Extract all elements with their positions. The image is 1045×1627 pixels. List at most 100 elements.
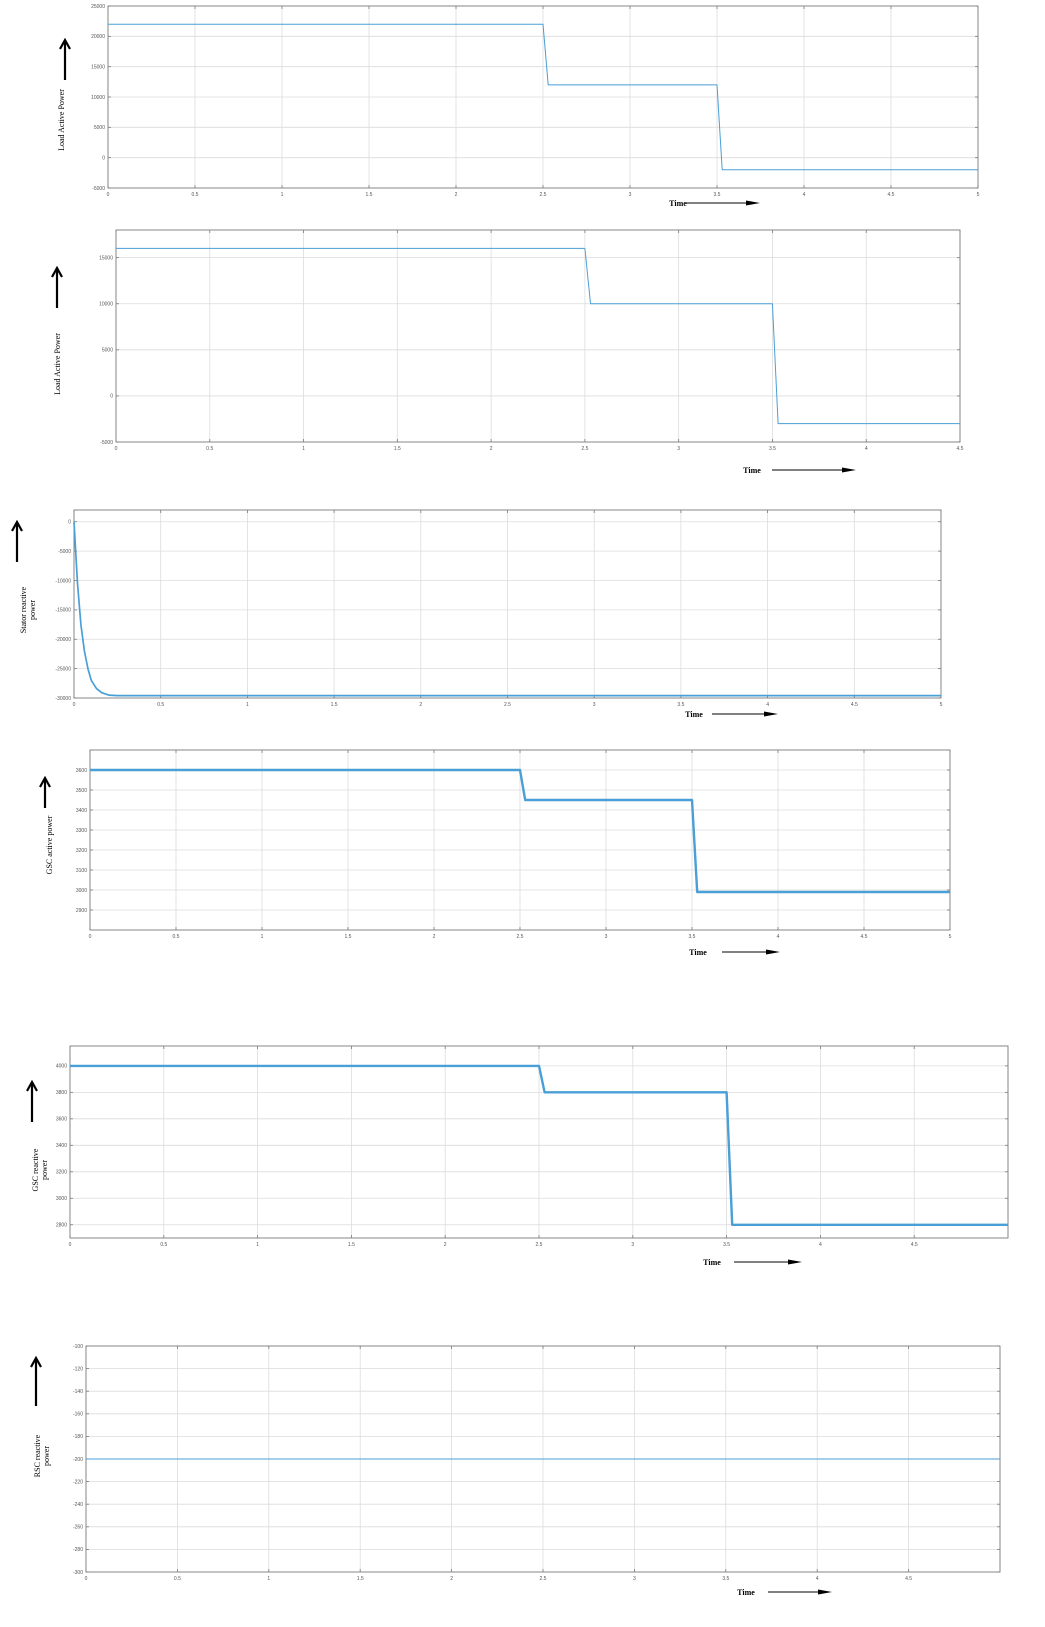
- x-tick-label: 0: [85, 1576, 88, 1582]
- x-tick-label: 1.5: [357, 1576, 364, 1582]
- y-axis-label: RSC reactive: [33, 1434, 42, 1477]
- x-tick-label: 2: [450, 1576, 453, 1582]
- y-axis-label: Stator reactive: [19, 586, 28, 633]
- y-tick-label: -10000: [55, 578, 71, 584]
- x-tick-label: 4: [819, 1242, 822, 1248]
- x-tick-label: 4.5: [851, 702, 858, 708]
- x-tick-label: 3: [593, 702, 596, 708]
- y-tick-label: -5000: [92, 186, 105, 192]
- x-axis-label: Time: [743, 466, 761, 475]
- x-tick-label: 2.5: [517, 934, 524, 940]
- y-tick-label: 3400: [56, 1143, 67, 1149]
- x-tick-label: 2.5: [540, 192, 547, 198]
- x-tick-label: 0: [73, 702, 76, 708]
- y-tick-label: 0: [68, 520, 71, 526]
- x-tick-label: 0: [69, 1242, 72, 1248]
- y-tick-label: 0: [110, 394, 113, 400]
- x-tick-label: 0: [115, 446, 118, 452]
- x-tick-label: 0.5: [174, 1576, 181, 1582]
- y-tick-label: 0: [102, 155, 105, 161]
- x-tick-label: 3: [631, 1242, 634, 1248]
- y-tick-label: 10000: [99, 302, 113, 308]
- series-line: [108, 23, 978, 171]
- y-tick-label: 5000: [94, 125, 105, 131]
- x-tick-label: 0.5: [206, 446, 213, 452]
- y-tick-label: 15000: [99, 255, 113, 261]
- chart-panel-5: 0 0.5 1 1.5 2 2.5 3 3.5 4 4.5 2800 3000 3200 3400 3600…: [26, 1045, 1009, 1267]
- x-tick-label: 4: [777, 934, 780, 940]
- x-tick-label: 2.5: [581, 446, 588, 452]
- chart-panel-4: 0 0.5 1 1.5 2 2.5 3 3.5 4 4.5 5 2900 3000 3100 3200 330…: [39, 749, 952, 957]
- y-tick-label: -240: [73, 1502, 83, 1508]
- y-tick-label: -220: [73, 1479, 83, 1485]
- y-axis-label-group: Load Active Power: [57, 89, 66, 151]
- x-tick-label: 2: [433, 934, 436, 940]
- series-line: [73, 521, 941, 697]
- y-tick-label: 3200: [56, 1170, 67, 1176]
- y-tick-label: 2900: [76, 908, 87, 914]
- x-axis-label: Time: [669, 199, 687, 208]
- y-tick-label: 3600: [56, 1117, 67, 1123]
- y-tick-label: -200: [73, 1457, 83, 1463]
- y-tick-label: 3800: [56, 1090, 67, 1096]
- y-tick-label: 3200: [76, 848, 87, 854]
- x-tick-label: 0: [89, 934, 92, 940]
- y-tick-label: 20000: [91, 34, 105, 40]
- x-tick-label: 1.5: [345, 934, 352, 940]
- y-tick-label: -25000: [55, 666, 71, 672]
- y-tick-label: 5000: [102, 348, 113, 354]
- y-axis-label: Load Active Power: [57, 89, 66, 151]
- right-arrow-icon: [764, 711, 778, 717]
- y-tick-label: 3600: [76, 768, 87, 774]
- x-axis-label: Time: [737, 1588, 755, 1597]
- x-tick-label: 1.5: [348, 1242, 355, 1248]
- x-axis-label: Time: [703, 1258, 721, 1267]
- x-tick-label: 3.5: [714, 192, 721, 198]
- up-arrow-icon: [11, 519, 23, 532]
- y-axis-label: GSC reactive: [31, 1148, 40, 1191]
- y-tick-label: -120: [73, 1366, 83, 1372]
- x-tick-label: 2: [419, 702, 422, 708]
- y-tick-label: -30000: [55, 696, 71, 702]
- chart-panel-3: 0 0.5 1 1.5 2 2.5 3 3.5 4 4.5 5 0 -5000 -10000 -15000 -…: [11, 509, 943, 719]
- up-arrow-icon: [59, 37, 71, 50]
- y-axis-label: GSC active power: [45, 815, 54, 874]
- x-tick-label: 1: [256, 1242, 259, 1248]
- y-tick-label: 4000: [56, 1064, 67, 1070]
- y-tick-label: 25000: [91, 4, 105, 10]
- x-axis-label: Time: [689, 948, 707, 957]
- up-arrow-icon: [39, 775, 51, 788]
- y-tick-label: 3100: [76, 868, 87, 874]
- y-tick-label: -300: [73, 1570, 83, 1576]
- y-tick-label: -180: [73, 1434, 83, 1440]
- x-tick-label: 2: [444, 1242, 447, 1248]
- right-arrow-icon: [818, 1589, 832, 1595]
- y-axis-label-group: Load Active Power: [53, 333, 62, 395]
- x-tick-label: 4: [865, 446, 868, 452]
- y-tick-label: 3400: [76, 808, 87, 814]
- y-axis-label: Load Active Power: [53, 333, 62, 395]
- y-axis-label: power: [40, 1160, 49, 1180]
- plot-frame: [115, 229, 961, 443]
- y-tick-label: -160: [73, 1412, 83, 1418]
- y-tick-label: -15000: [55, 608, 71, 614]
- x-tick-label: 3: [677, 446, 680, 452]
- x-tick-label: 4.5: [888, 192, 895, 198]
- y-tick-label: -280: [73, 1547, 83, 1553]
- right-arrow-icon: [842, 467, 856, 473]
- x-tick-label: 1: [267, 1576, 270, 1582]
- y-axis-label-group: RSC reactive power: [33, 1434, 51, 1477]
- x-tick-label: 5: [940, 702, 943, 708]
- x-tick-label: 1: [261, 934, 264, 940]
- chart-panel-1: 0 0.5 1 1.5 2 2.5 3 3.5 4 4.5 5-500005000100001500…: [57, 4, 980, 208]
- y-tick-label: 2800: [56, 1223, 67, 1229]
- y-tick-label: -20000: [55, 637, 71, 643]
- chart-panel-2: 0 0.5 1 1.5 2 2.5 3 3.5 4 4.5-5000050001000015000…: [51, 229, 964, 475]
- up-arrow-icon: [30, 1355, 42, 1368]
- x-tick-label: 3: [629, 192, 632, 198]
- y-tick-label: 3000: [56, 1196, 67, 1202]
- y-tick-label: 3300: [76, 828, 87, 834]
- y-axis-label-group: Stator reactive power: [19, 586, 37, 633]
- x-tick-label: 1.5: [394, 446, 401, 452]
